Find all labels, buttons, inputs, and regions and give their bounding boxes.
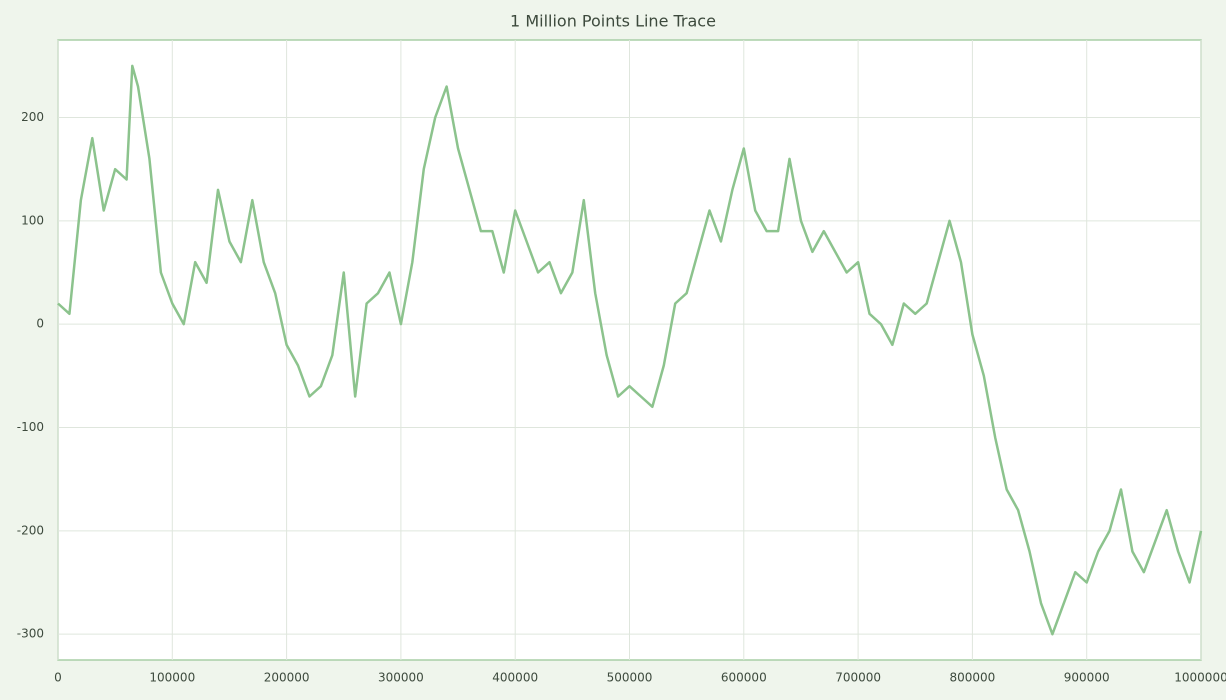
data-line [57,64,1203,636]
x-tick-label: 500000 [607,671,653,685]
x-tick-label: 1000000 [1174,671,1226,685]
y-tick-label: 0 [36,317,44,331]
x-tick-label: 200000 [264,671,310,685]
x-tick-label: 600000 [721,671,767,685]
x-tick-label: 700000 [835,671,881,685]
y-tick-label: -300 [17,627,44,641]
x-tick-label: 100000 [149,671,195,685]
x-tick-label: 0 [54,671,62,685]
x-tick-label: 300000 [378,671,424,685]
x-tick-label: 400000 [492,671,538,685]
y-tick-label: 200 [21,110,44,124]
y-tick-label: -100 [17,420,44,434]
y-tick-label: 100 [21,213,44,227]
chart-title: 1 Million Points Line Trace [510,12,716,31]
x-tick-label: 800000 [949,671,995,685]
y-tick-label: -200 [17,523,44,537]
x-tick-label: 900000 [1064,671,1110,685]
